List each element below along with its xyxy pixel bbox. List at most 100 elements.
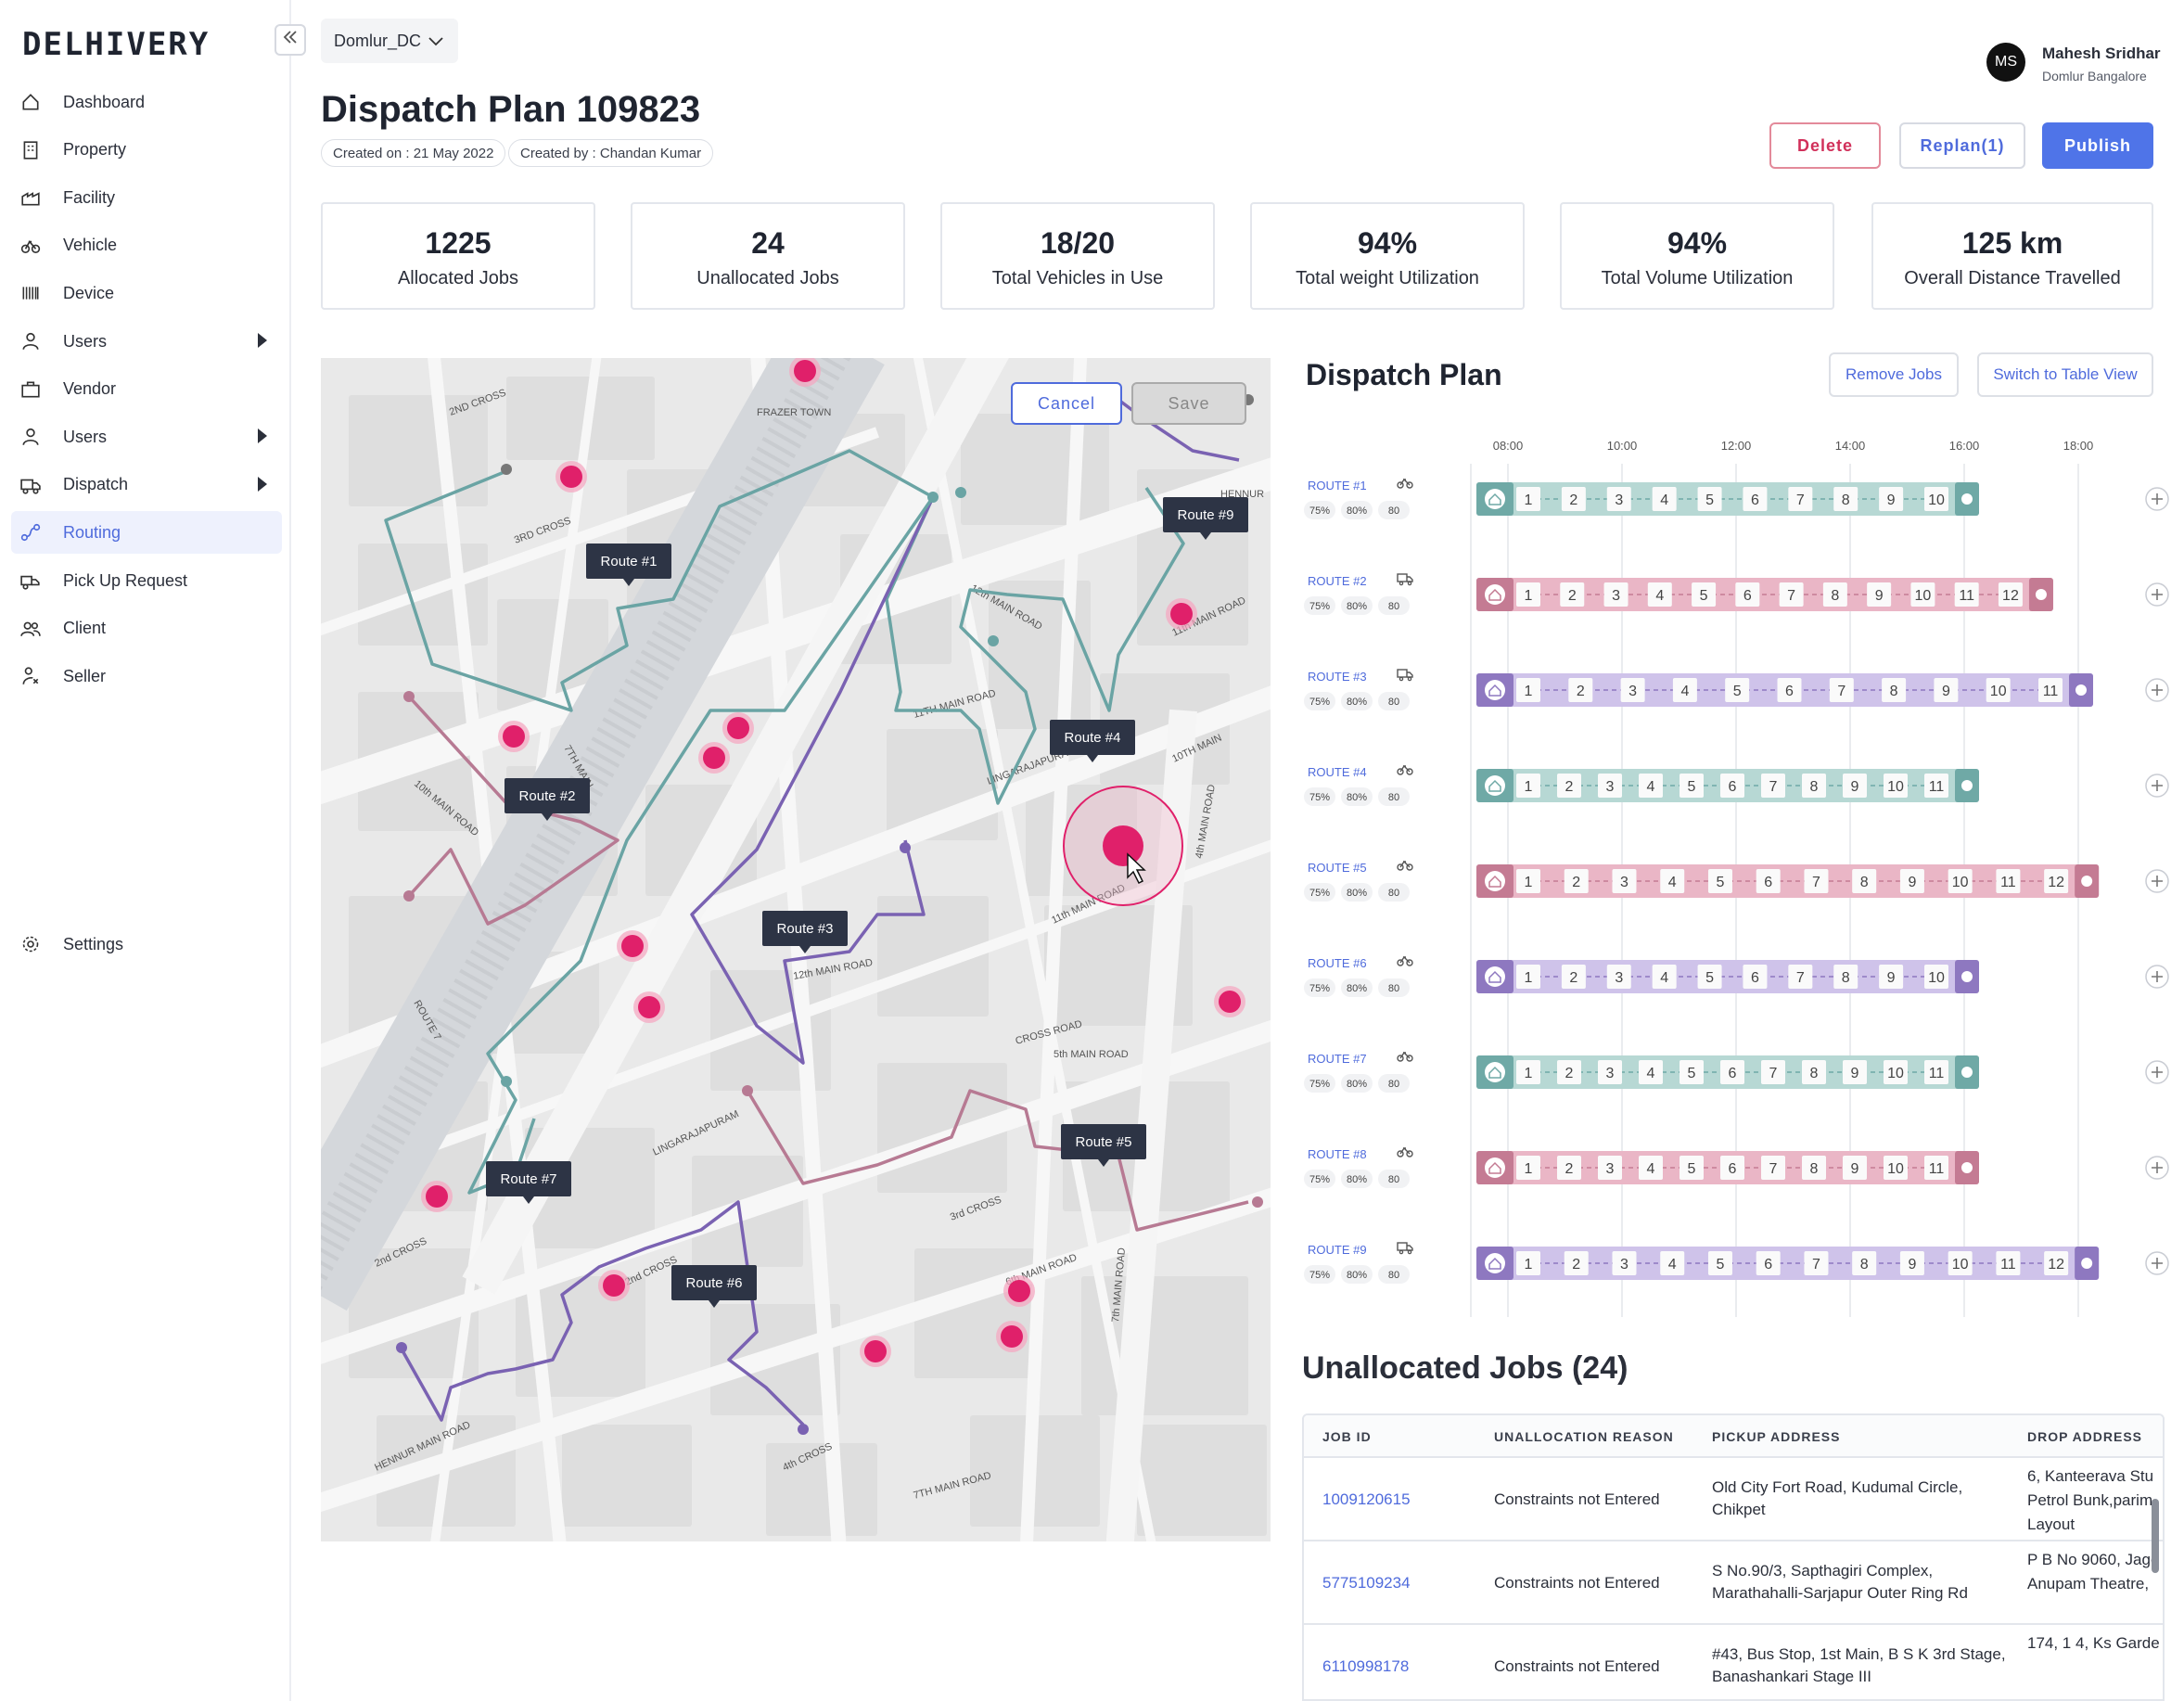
- stop-box[interactable]: [2038, 678, 2063, 702]
- stop-box[interactable]: [1948, 1251, 1973, 1275]
- stop-box[interactable]: [1516, 869, 1540, 893]
- route-name-link[interactable]: ROUTE #8: [1308, 1147, 1367, 1161]
- route-name-link[interactable]: ROUTE #6: [1308, 956, 1367, 970]
- sidebar-item-settings[interactable]: Settings: [11, 923, 282, 966]
- stop-box[interactable]: [1672, 678, 1697, 702]
- stop-box[interactable]: [1884, 774, 1908, 798]
- route-waypoint[interactable]: [501, 464, 512, 475]
- stop-box[interactable]: [1516, 582, 1540, 607]
- route-label-tooltip[interactable]: Route #4: [1050, 720, 1135, 762]
- route-bar[interactable]: [1476, 960, 1979, 993]
- stop-box[interactable]: [1924, 487, 1948, 511]
- map-cancel-button[interactable]: Cancel: [1011, 382, 1122, 425]
- column-header-job-id[interactable]: JOB ID: [1322, 1429, 1372, 1444]
- stop-box[interactable]: [1612, 1251, 1637, 1275]
- route-path[interactable]: [690, 496, 935, 1065]
- sidebar-item-users[interactable]: Users: [11, 320, 282, 363]
- stop-box[interactable]: [1879, 487, 1904, 511]
- stop-box[interactable]: [1557, 774, 1581, 798]
- route-bar[interactable]: [1476, 482, 1979, 516]
- caret-right-icon[interactable]: [258, 333, 267, 348]
- stop-box[interactable]: [1720, 1060, 1744, 1084]
- collapse-sidebar-button[interactable]: [275, 24, 306, 56]
- route-label-tooltip[interactable]: Route #5: [1061, 1124, 1146, 1167]
- route-path[interactable]: [384, 449, 934, 712]
- stop-box[interactable]: [1720, 774, 1744, 798]
- route-path[interactable]: [885, 487, 1185, 805]
- job-pin[interactable]: [794, 360, 816, 382]
- sidebar-item-client[interactable]: Client: [11, 608, 282, 650]
- route-waypoint[interactable]: [1252, 1196, 1263, 1208]
- route-waypoint[interactable]: [927, 492, 939, 503]
- sidebar-item-property[interactable]: Property: [11, 129, 282, 172]
- route-path[interactable]: [398, 1200, 805, 1426]
- stop-box[interactable]: [1660, 869, 1685, 893]
- route-map[interactable]: 2ND CROSS FRAZER TOWN 3RD CROSS 7TH MAIN 10t…: [321, 358, 1271, 1541]
- job-id-link[interactable]: 5775109234: [1322, 1574, 1411, 1592]
- route-row[interactable]: ROUTE #4 75% 80% 80 1 2 3 4 5 6 7 8 9 10 11: [1304, 764, 2169, 806]
- stop-box[interactable]: [1843, 1156, 1867, 1180]
- stop-box[interactable]: [1743, 487, 1768, 511]
- stop-box[interactable]: [1692, 582, 1717, 607]
- stop-box[interactable]: [1899, 869, 1924, 893]
- route-row[interactable]: ROUTE #275% 80% 801 2 3 4 5 6 7 8 9 10 11 12: [1304, 573, 2169, 615]
- stop-box[interactable]: [1996, 1251, 2021, 1275]
- job-pin[interactable]: [560, 466, 582, 488]
- route-waypoint[interactable]: [501, 1076, 512, 1087]
- route-name-link[interactable]: ROUTE #9: [1308, 1243, 1367, 1257]
- stop-box[interactable]: [1884, 1156, 1908, 1180]
- stop-box[interactable]: [1924, 965, 1948, 989]
- route-name-link[interactable]: ROUTE #7: [1308, 1052, 1367, 1066]
- stop-box[interactable]: [1761, 1060, 1785, 1084]
- stop-box[interactable]: [1833, 487, 1858, 511]
- route-waypoint[interactable]: [403, 890, 415, 902]
- stop-box[interactable]: [1802, 1156, 1826, 1180]
- stop-box[interactable]: [1761, 774, 1785, 798]
- route-waypoint[interactable]: [396, 1342, 407, 1353]
- stop-box[interactable]: [1996, 869, 2021, 893]
- job-pin[interactable]: [864, 1340, 887, 1362]
- stop-box[interactable]: [1516, 1060, 1540, 1084]
- route-name-link[interactable]: ROUTE #4: [1308, 765, 1367, 779]
- stop-box[interactable]: [1924, 774, 1948, 798]
- job-pin[interactable]: [621, 935, 644, 957]
- route-path[interactable]: [467, 496, 935, 1195]
- stop-box[interactable]: [1606, 487, 1631, 511]
- stop-box[interactable]: [1697, 487, 1722, 511]
- stop-box[interactable]: [1680, 774, 1704, 798]
- route-row[interactable]: ROUTE #1 75% 80% 80 1 2 3 4 5 6 7 8 9 10: [1304, 478, 2169, 519]
- job-pin[interactable]: [703, 747, 725, 769]
- stop-box[interactable]: [1804, 1251, 1829, 1275]
- stop-box[interactable]: [1639, 1156, 1663, 1180]
- sidebar-item-device[interactable]: Device: [11, 272, 282, 314]
- stop-box[interactable]: [1948, 869, 1973, 893]
- route-waypoint[interactable]: [742, 1085, 753, 1096]
- stop-box[interactable]: [1788, 965, 1813, 989]
- stop-box[interactable]: [1652, 965, 1677, 989]
- stop-box[interactable]: [1561, 487, 1586, 511]
- stop-box[interactable]: [1725, 678, 1750, 702]
- sidebar-item-vendor[interactable]: Vendor: [11, 368, 282, 411]
- stop-box[interactable]: [1829, 678, 1854, 702]
- stop-box[interactable]: [1516, 1156, 1540, 1180]
- job-pin[interactable]: [638, 996, 660, 1018]
- selected-job-pin[interactable]: [1103, 825, 1143, 866]
- stop-box[interactable]: [1779, 582, 1804, 607]
- avatar[interactable]: MS: [1986, 43, 2025, 82]
- sidebar-item-dispatch[interactable]: Dispatch: [11, 464, 282, 506]
- stop-box[interactable]: [1561, 965, 1586, 989]
- route-label-tooltip[interactable]: Route #6: [671, 1265, 757, 1308]
- map-save-button[interactable]: Save: [1131, 382, 1246, 425]
- stop-box[interactable]: [1833, 965, 1858, 989]
- column-header-reason[interactable]: UNALLOCATION REASON: [1494, 1429, 1674, 1444]
- stop-box[interactable]: [1560, 582, 1585, 607]
- sidebar-item-routing[interactable]: Routing: [11, 511, 282, 555]
- sidebar-item-facility[interactable]: Facility: [11, 176, 282, 219]
- route-waypoint[interactable]: [403, 691, 415, 702]
- route-label-tooltip[interactable]: Route #3: [762, 911, 848, 953]
- route-waypoint[interactable]: [988, 635, 999, 646]
- stop-box[interactable]: [1802, 1060, 1826, 1084]
- stop-box[interactable]: [1647, 582, 1672, 607]
- job-pin[interactable]: [727, 717, 749, 739]
- route-row[interactable]: ROUTE #6 75% 80% 80 1 2 3 4 5 6 7 8 9 10: [1304, 955, 2169, 997]
